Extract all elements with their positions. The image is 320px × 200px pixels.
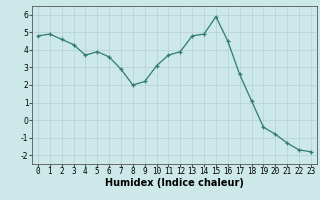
X-axis label: Humidex (Indice chaleur): Humidex (Indice chaleur) bbox=[105, 178, 244, 188]
